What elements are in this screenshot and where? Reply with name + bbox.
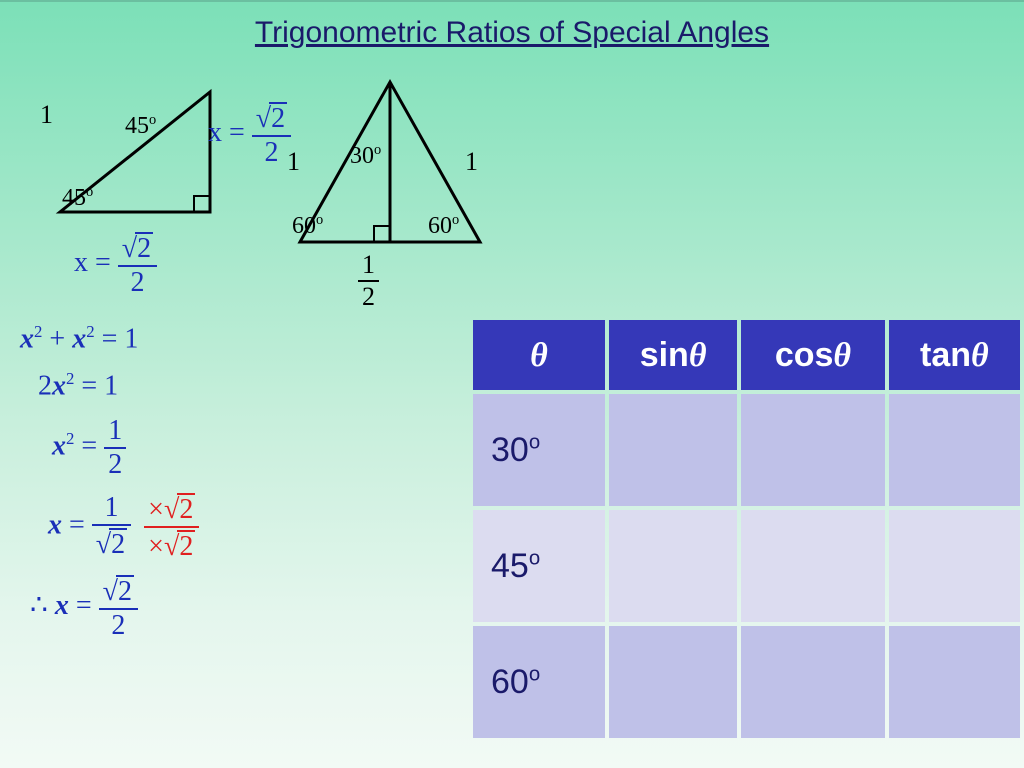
cell-angle-30: 30o [473,394,605,506]
equation-x-equals-sqrt2-over-2-side: x = √2 2 [208,102,291,167]
derivation-line-4: x = 1 √2 ×√2 ×√2 [48,493,199,561]
slide: Trigonometric Ratios of Special Angles 1… [0,0,1024,768]
triangle-45-top-angle: 45o [125,112,156,140]
rationalize-factor: ×√2 ×√2 [144,493,199,561]
triangle-30-left-angle: 60o [292,212,323,240]
triangle-30-right-side-label: 1 [465,147,478,177]
triangle-30-left-side-label: 1 [287,147,300,177]
triangle-45-bottom-angle: 45o [62,184,93,212]
table-row: 45o [473,510,1020,622]
cell-cos-45 [741,510,885,622]
triangle-30-60-90: 1 1 30o 60o 60o 1 2 [290,72,490,252]
cell-tan-60 [889,626,1020,738]
cell-angle-45: 45o [473,510,605,622]
cell-angle-60: 60o [473,626,605,738]
triangle-30-right-angle: 60o [428,212,459,240]
slide-title: Trigonometric Ratios of Special Angles [255,16,769,50]
triangle-30-base-half-label: 1 2 [358,252,379,310]
table-row: 60o [473,626,1020,738]
header-cos: cosθ [741,320,885,390]
cell-tan-30 [889,394,1020,506]
triangle-30-top-angle: 30o [350,142,381,170]
derivation-line-2: 2x2 = 1 [38,369,199,402]
triangle-45-45-90: 1 45o 45o [50,82,220,222]
cell-cos-60 [741,626,885,738]
cell-sin-30 [609,394,737,506]
cell-sin-45 [609,510,737,622]
cell-cos-30 [741,394,885,506]
header-sin: sinθ [609,320,737,390]
cell-sin-60 [609,626,737,738]
derivation-line-5: ∴ x = √2 2 [30,575,199,640]
derivation-line-3: x2 = 12 [52,417,199,479]
derivation-line-1: x2 + x2 = 1 [20,322,199,355]
equation-x-equals-sqrt2-over-2-below: x = √2 2 [74,232,157,297]
right-angle-box-30 [374,226,390,242]
right-angle-box-45 [194,196,210,212]
derivation-block: x2 + x2 = 1 2x2 = 1 x2 = 12 x = 1 √2 ×√2… [20,322,199,654]
cell-tan-45 [889,510,1020,622]
table-header-row: θ sinθ cosθ tanθ [473,320,1020,390]
triangle-45-hypotenuse-label: 1 [40,100,53,130]
header-theta: θ [473,320,605,390]
trig-ratio-table: θ sinθ cosθ tanθ 30o 45o 60o [469,316,1024,742]
table-row: 30o [473,394,1020,506]
header-tan: tanθ [889,320,1020,390]
